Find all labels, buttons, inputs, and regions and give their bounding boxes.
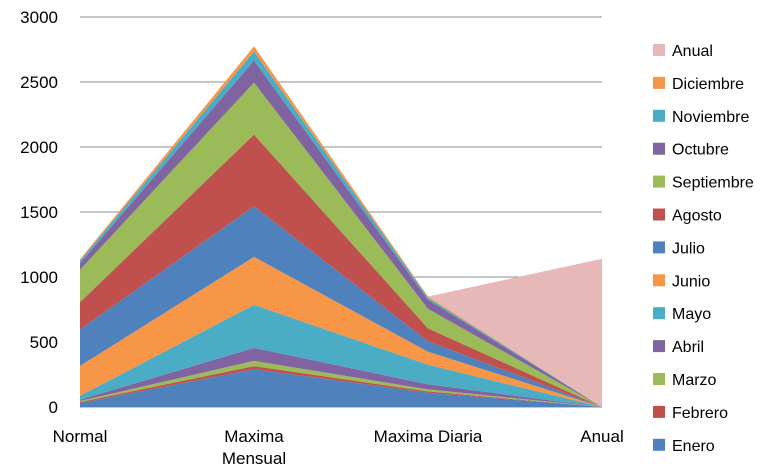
area-anual (80, 46, 602, 408)
legend-label-octubre: Octubre (672, 142, 729, 159)
legend-swatch-anual (653, 44, 665, 56)
area-marzo (80, 360, 602, 407)
legend-label-abril: Abril (672, 339, 704, 356)
legend-swatch-febrero (653, 405, 665, 418)
legend-label-septiembre: Septiembre (672, 175, 754, 192)
legend-label-diciembre: Diciembre (672, 76, 744, 93)
x-tick-label: Anual (580, 427, 623, 446)
legend-swatch-julio (653, 241, 665, 254)
legend-label-agosto: Agosto (672, 208, 722, 225)
y-tick-label: 3000 (20, 8, 58, 27)
area-junio (80, 256, 602, 407)
area-abril (80, 347, 602, 407)
y-axis: 0 500 1000 1500 2000 2500 3000 (20, 8, 58, 417)
legend-swatch-octubre (653, 142, 665, 155)
area-febrero (80, 366, 602, 407)
y-tick-label: 2000 (20, 138, 58, 157)
area-agosto (80, 134, 602, 407)
area-mayo (80, 304, 602, 407)
legend-label-enero: Enero (672, 438, 715, 455)
legend-label-julio: Julio (672, 240, 705, 257)
legend-label-anual: Anual (672, 43, 713, 60)
area-julio (80, 206, 602, 407)
legend-swatch-junio (653, 274, 665, 287)
legend-label-mayo: Mayo (672, 306, 711, 323)
legend-label-febrero: Febrero (672, 405, 728, 422)
x-tick-label: Normal (53, 427, 108, 446)
legend-swatch-marzo (653, 373, 665, 385)
legend-swatch-diciembre (653, 76, 665, 89)
legend-swatch-agosto (653, 208, 665, 221)
legend-swatch-septiembre (653, 175, 665, 188)
area-enero (80, 369, 602, 407)
y-tick-label: 500 (30, 333, 58, 352)
y-tick-label: 2500 (20, 73, 58, 92)
legend-label-junio: Junio (672, 273, 710, 290)
x-tick-label: Maxima Mensual (222, 427, 286, 468)
legend-label-marzo: Marzo (672, 372, 717, 389)
area-septiembre (80, 82, 602, 407)
legend-swatch-noviembre (653, 109, 665, 122)
legend-swatch-enero (653, 438, 665, 451)
legend-swatch-abril (653, 340, 665, 353)
area-series (80, 46, 602, 408)
legend-label-noviembre: Noviembre (672, 109, 749, 126)
x-axis: Normal Maxima Mensual Maxima Diaria Anual (53, 427, 624, 468)
y-tick-label: 0 (49, 398, 58, 417)
y-tick-label: 1000 (20, 268, 58, 287)
x-tick-label: Maxima Diaria (374, 427, 483, 446)
legend: Anual Diciembre Noviembre Octubre Septiembre… (653, 43, 754, 455)
legend-swatch-mayo (653, 307, 665, 320)
y-tick-label: 1500 (20, 203, 58, 222)
